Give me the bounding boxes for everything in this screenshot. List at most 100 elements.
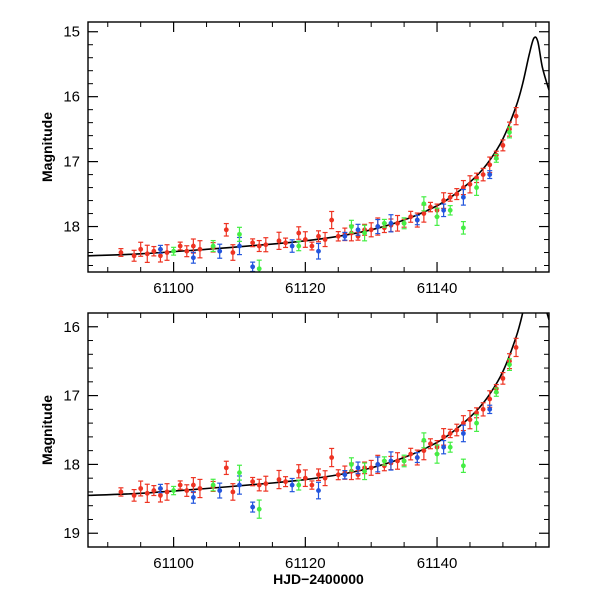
data-point	[158, 246, 163, 252]
y-tick-label: 15	[63, 24, 80, 41]
data-point	[230, 250, 236, 255]
data-point	[335, 233, 341, 239]
data-point	[118, 250, 124, 255]
data-point	[322, 237, 328, 242]
data-point	[283, 479, 288, 485]
data-point	[237, 231, 242, 237]
data-point	[487, 172, 493, 177]
data-point	[441, 198, 447, 203]
data-point	[302, 475, 308, 481]
data-point	[335, 472, 341, 478]
data-point	[447, 194, 453, 200]
data-point	[362, 230, 367, 236]
data-point	[408, 451, 414, 457]
data-point	[177, 482, 183, 488]
data-point	[296, 243, 302, 249]
data-point	[474, 175, 479, 181]
data-point	[210, 482, 216, 488]
data-point	[158, 486, 163, 491]
data-point	[487, 396, 493, 402]
data-point	[414, 217, 420, 223]
data-point	[474, 185, 479, 190]
x-tick-label: 61140	[417, 280, 458, 297]
data-point	[368, 227, 374, 233]
data-point	[158, 253, 163, 259]
data-point	[237, 470, 242, 476]
data-point	[421, 211, 427, 216]
data-point	[342, 472, 348, 478]
data-point	[500, 142, 506, 148]
data-point	[184, 488, 190, 493]
data-point	[197, 486, 203, 491]
data-point	[171, 248, 177, 254]
data-point	[428, 441, 433, 447]
data-point	[355, 227, 361, 233]
data-point	[480, 406, 486, 412]
data-point	[500, 375, 506, 381]
bottom-panel: 61100 61120 61140 16 17 18 19 Magnitude	[39, 312, 550, 572]
y-tick-label: 18	[63, 456, 80, 473]
data-point	[210, 243, 216, 249]
plot-frame	[87, 312, 550, 548]
data-point	[447, 444, 453, 450]
data-point	[447, 207, 453, 213]
data-point	[316, 233, 321, 239]
data-point	[493, 389, 499, 395]
data-point	[493, 155, 499, 161]
data-point	[309, 482, 315, 488]
data-point	[190, 243, 196, 249]
data-point	[131, 253, 137, 259]
data-point	[467, 417, 473, 423]
x-tick-label: 61120	[285, 555, 326, 572]
data-point	[164, 250, 170, 255]
data-point	[342, 233, 348, 239]
data-point	[316, 248, 321, 254]
data-point	[460, 420, 466, 426]
data-point	[250, 504, 256, 510]
data-point	[381, 458, 387, 464]
data-point	[460, 185, 466, 190]
data-point	[151, 248, 157, 254]
x-tick-label: 61100	[153, 555, 194, 572]
data-point	[375, 224, 381, 229]
data-point	[388, 220, 394, 226]
y-tick-label: 16	[63, 319, 80, 336]
y-tick-label: 17	[63, 154, 80, 171]
y-tick-label: 18	[63, 219, 80, 236]
data-point	[138, 486, 144, 491]
data-point	[434, 451, 440, 457]
data-point	[460, 431, 466, 436]
data-point	[190, 495, 196, 500]
plot-frame	[87, 21, 550, 273]
data-point	[118, 489, 124, 495]
data-point	[217, 248, 223, 254]
model-curve	[88, 313, 549, 497]
data-point	[316, 472, 321, 478]
data-point	[368, 465, 374, 471]
data-point	[190, 255, 196, 261]
top-panel: 61100 61120 61140 15 16 17 18 Magnitude	[39, 21, 550, 297]
data-point	[474, 410, 479, 416]
y-axis-title: Magnitude	[39, 112, 55, 182]
y-tick-label: 19	[63, 525, 80, 542]
y-tick-label: 17	[63, 388, 80, 405]
data-point	[296, 468, 302, 474]
data-point	[507, 362, 512, 368]
data-point	[375, 462, 381, 467]
data-point	[428, 204, 433, 210]
data-point	[171, 488, 177, 493]
data-point	[184, 248, 190, 254]
data-point	[349, 224, 354, 229]
data-point	[441, 207, 447, 213]
x-tick-label: 61140	[417, 555, 458, 572]
data-point	[480, 172, 486, 177]
data-point	[283, 240, 288, 246]
data-point	[237, 243, 242, 249]
data-point	[421, 201, 427, 207]
data-point	[158, 492, 163, 498]
x-axis-title: HJD−2400000	[273, 571, 364, 587]
data-point	[395, 220, 400, 226]
data-point	[388, 458, 394, 464]
data-point	[256, 266, 262, 272]
data-point	[381, 220, 387, 226]
